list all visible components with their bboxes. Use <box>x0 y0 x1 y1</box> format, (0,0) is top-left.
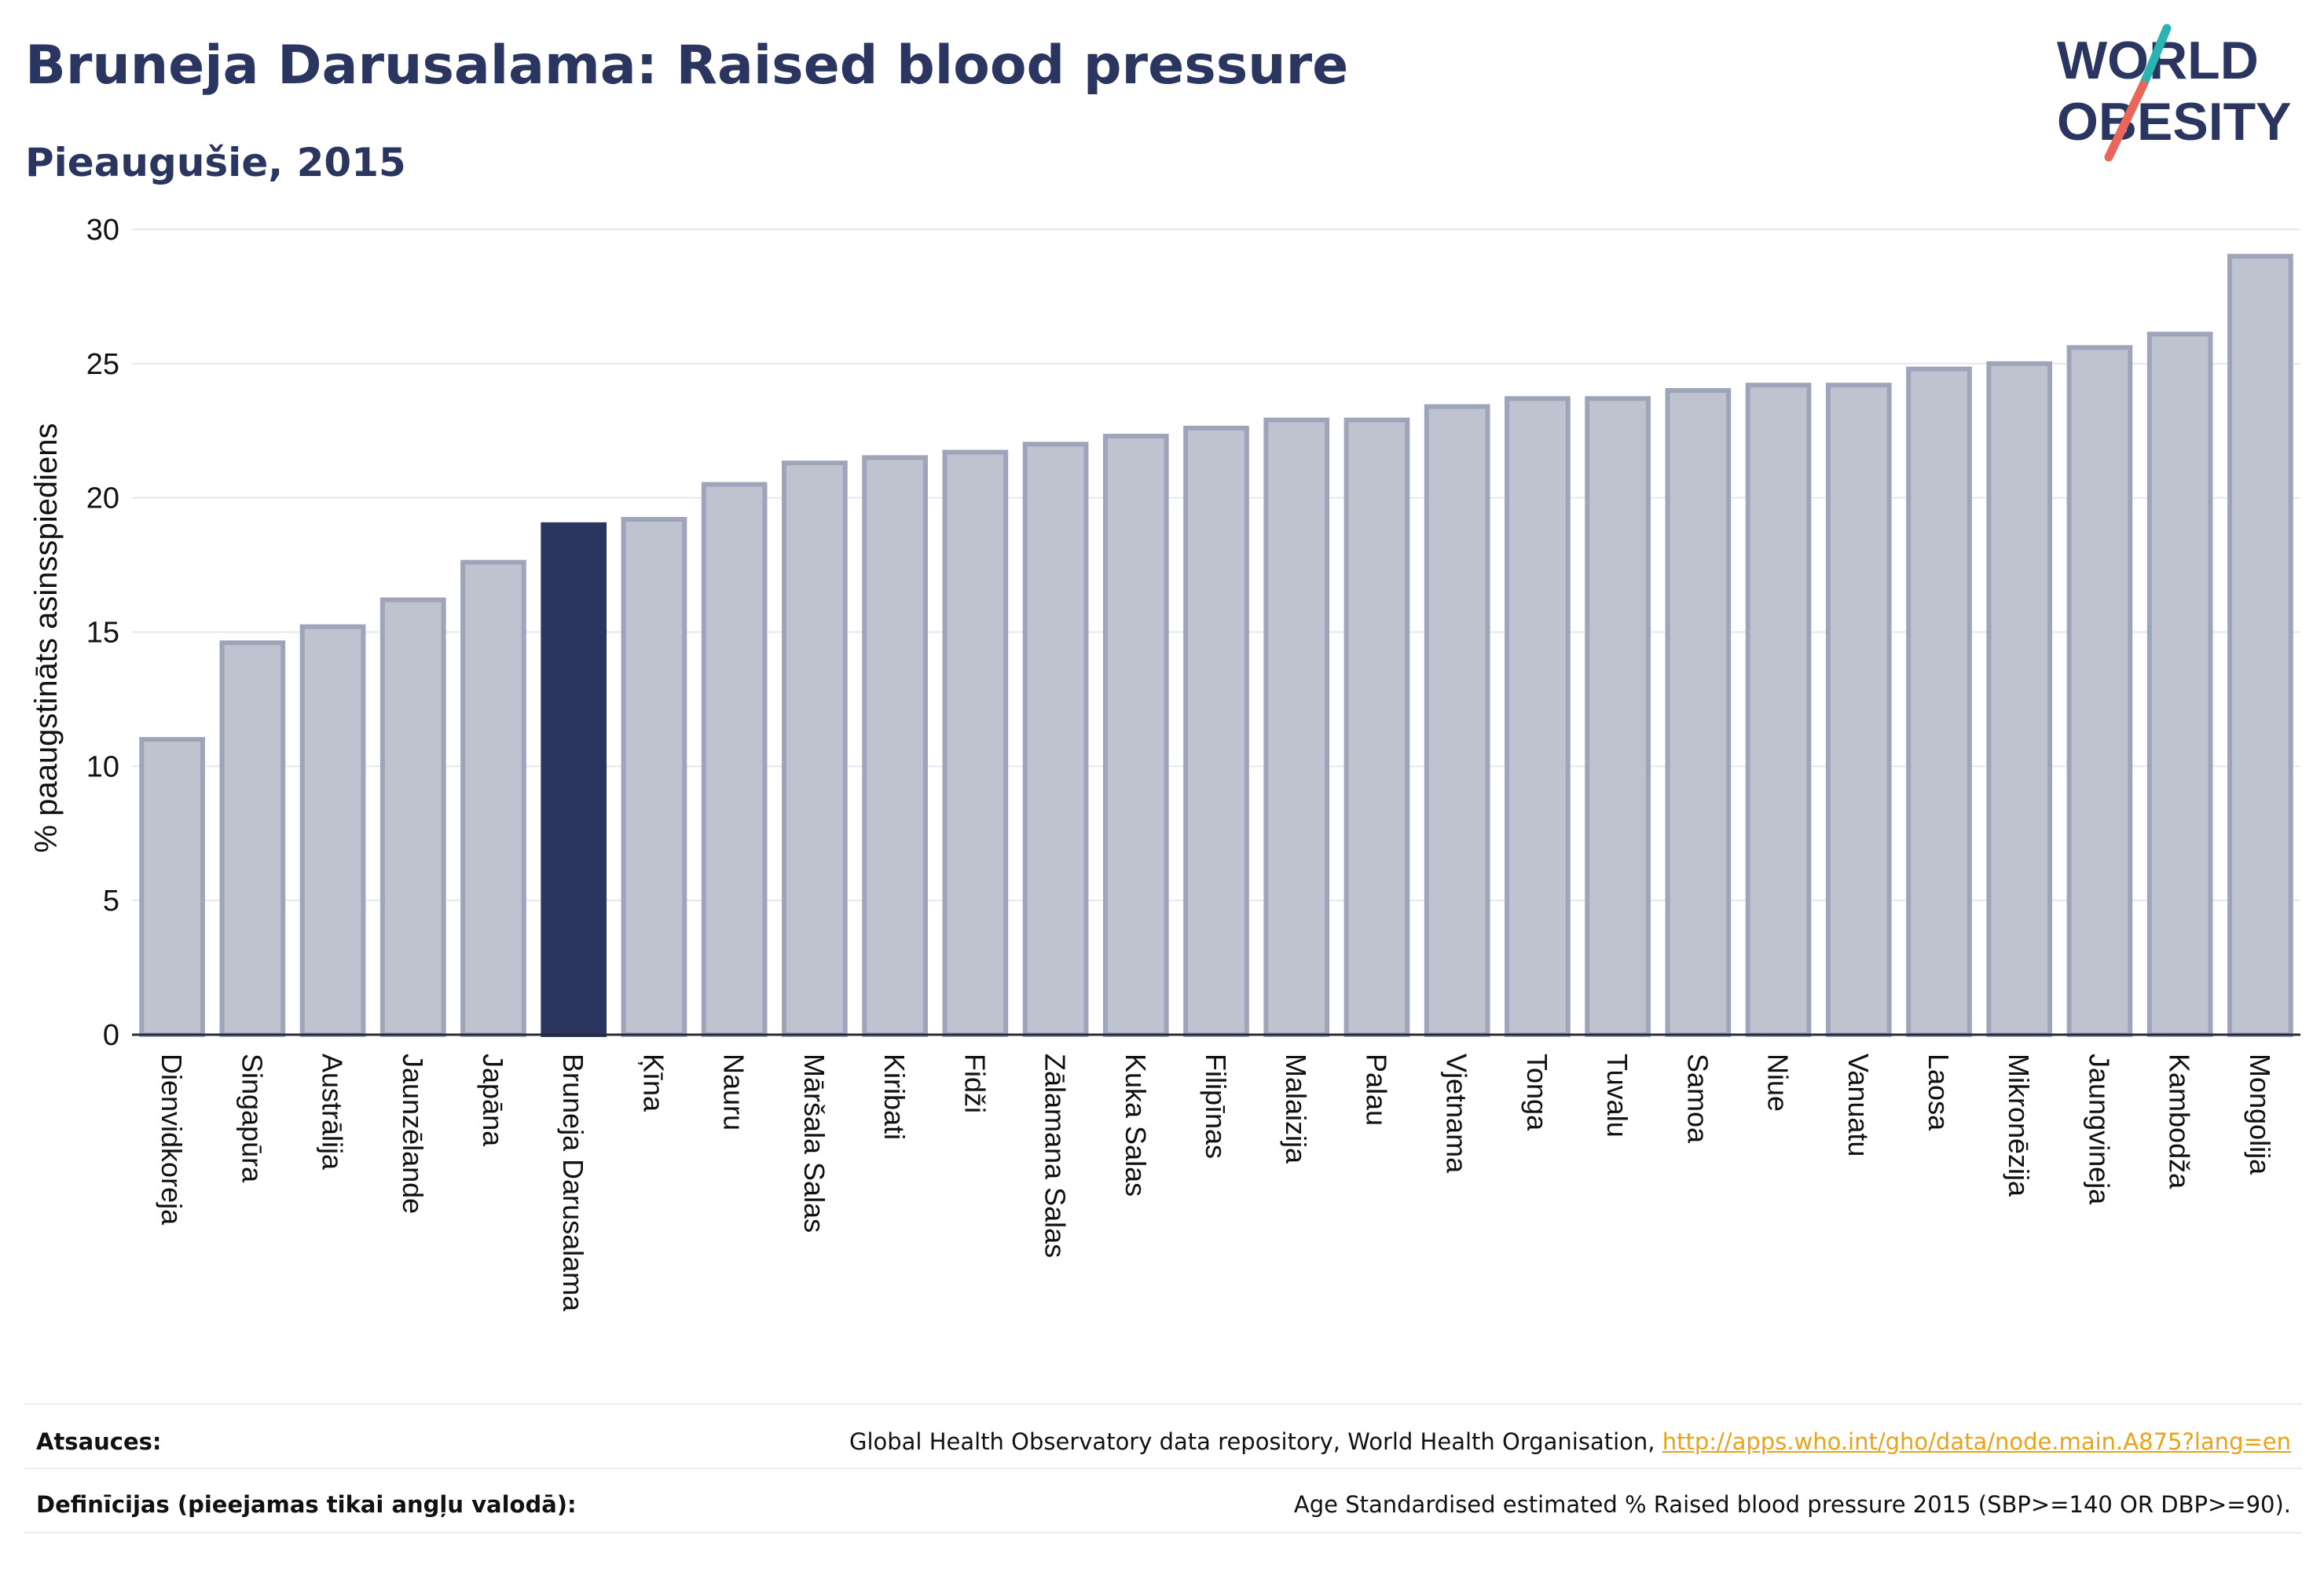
world-obesity-logo: WORLD OBESITY <box>2057 24 2292 162</box>
x-tick-label: Zālamana Salas <box>1039 1054 1072 1258</box>
x-tick-label: Dienvidkoreja <box>156 1054 188 1226</box>
y-tick-label: 30 <box>86 214 119 247</box>
x-tick-label: Filipīnas <box>1200 1054 1232 1159</box>
bar <box>299 624 366 1037</box>
x-tick-label: Fidži <box>959 1054 991 1113</box>
bar <box>1825 383 1892 1037</box>
x-tick-label: Malaizija <box>1280 1054 1312 1164</box>
sources-link[interactable]: http://apps.who.int/gho/data/node.main.A… <box>1662 1428 2291 1455</box>
bar <box>2227 254 2293 1037</box>
y-tick-label: 20 <box>86 482 119 515</box>
bar <box>1986 361 2053 1038</box>
bar <box>1906 366 1972 1037</box>
bar <box>1343 417 1410 1037</box>
bar <box>1745 383 1812 1037</box>
footer-divider-middle <box>24 1468 2302 1469</box>
x-tick-label: Vanuatu <box>1842 1054 1875 1156</box>
sources-value: Global Health Observatory data repositor… <box>849 1428 2291 1455</box>
bar <box>460 559 526 1037</box>
x-tick-label: Mongolija <box>2244 1054 2276 1175</box>
bar <box>1585 396 1651 1037</box>
x-tick-label: Laosa <box>1923 1054 1955 1131</box>
x-tick-label: Singapūra <box>236 1054 268 1183</box>
x-tick-label: Niue <box>1762 1054 1794 1112</box>
x-tick-label: Māršala Salas <box>798 1054 830 1233</box>
x-tick-label: Japāna <box>477 1054 509 1147</box>
x-tick-label: Tonga <box>1521 1054 1553 1131</box>
x-tick-label: Vjetnama <box>1441 1054 1473 1174</box>
x-tick-label: Samoa <box>1681 1054 1714 1144</box>
x-tick-label: Kiribati <box>878 1054 911 1140</box>
x-tick-label: Jaunzēlande <box>397 1054 429 1214</box>
sources-label: Atsauces: <box>36 1428 162 1455</box>
bar <box>1505 396 1571 1037</box>
bar <box>1424 404 1490 1037</box>
x-tick-label: Jaungvineja <box>2083 1054 2115 1205</box>
footer-divider-bottom <box>24 1532 2302 1534</box>
x-tick-label: Nauru <box>718 1054 750 1131</box>
x-tick-label: Tuvalu <box>1601 1054 1633 1138</box>
definitions-label: Definīcijas (pieejamas tikai angļu valod… <box>36 1491 577 1518</box>
x-tick-label: Bruneja Darusalama <box>557 1054 589 1312</box>
logo-slash-teal <box>2139 24 2172 90</box>
definitions-value: Age Standardised estimated % Raised bloo… <box>1293 1491 2291 1518</box>
bar <box>2066 345 2133 1038</box>
y-axis-ticks: 0 5 10 15 20 25 30 <box>86 214 119 1052</box>
y-axis-label: % paaugstināts asinsspiediens <box>29 423 64 852</box>
x-tick-label: Kuka Salas <box>1120 1054 1152 1197</box>
bar <box>782 460 848 1037</box>
bar <box>862 455 928 1037</box>
sources-text: Global Health Observatory data repositor… <box>849 1428 1662 1455</box>
chart-title: Bruneja Darusalama: Raised blood pressur… <box>25 35 1349 97</box>
chart-subtitle: Pieaugušie, 2015 <box>25 140 406 185</box>
x-axis-labels: Dienvidkoreja Singapūra Austrālija Jaunzēla… <box>156 1054 2276 1312</box>
bar <box>1665 388 1732 1037</box>
bar <box>219 640 286 1038</box>
y-tick-label: 10 <box>86 750 119 783</box>
logo-line-obesity: OBESITY <box>2057 92 2292 152</box>
bar <box>1022 442 1089 1037</box>
footer-divider-top <box>24 1403 2302 1405</box>
bar <box>621 517 687 1037</box>
bar-chart: 0 5 10 15 20 25 30 Dienvidkoreja Singapūra Austr… <box>29 214 2300 1312</box>
x-tick-label: Ķīna <box>637 1054 669 1112</box>
bar <box>139 737 205 1038</box>
logo-slash-red <box>2104 80 2148 162</box>
y-tick-label: 0 <box>103 1019 119 1052</box>
bar <box>942 449 1009 1037</box>
bar <box>2146 332 2213 1037</box>
y-tick-label: 5 <box>103 885 119 918</box>
bar <box>1102 434 1169 1037</box>
bars <box>139 254 2293 1038</box>
y-tick-label: 25 <box>86 348 119 381</box>
bar <box>1183 425 1249 1037</box>
x-tick-label: Mikronēzija <box>2003 1054 2035 1197</box>
bar <box>379 597 446 1037</box>
bar-highlight <box>541 522 607 1037</box>
bar <box>701 482 768 1037</box>
y-tick-label: 15 <box>86 617 119 650</box>
bar <box>1263 417 1330 1037</box>
x-tick-label: Palau <box>1360 1054 1392 1126</box>
x-tick-label: Austrālija <box>317 1054 349 1171</box>
x-tick-label: Kambodža <box>2164 1054 2196 1189</box>
